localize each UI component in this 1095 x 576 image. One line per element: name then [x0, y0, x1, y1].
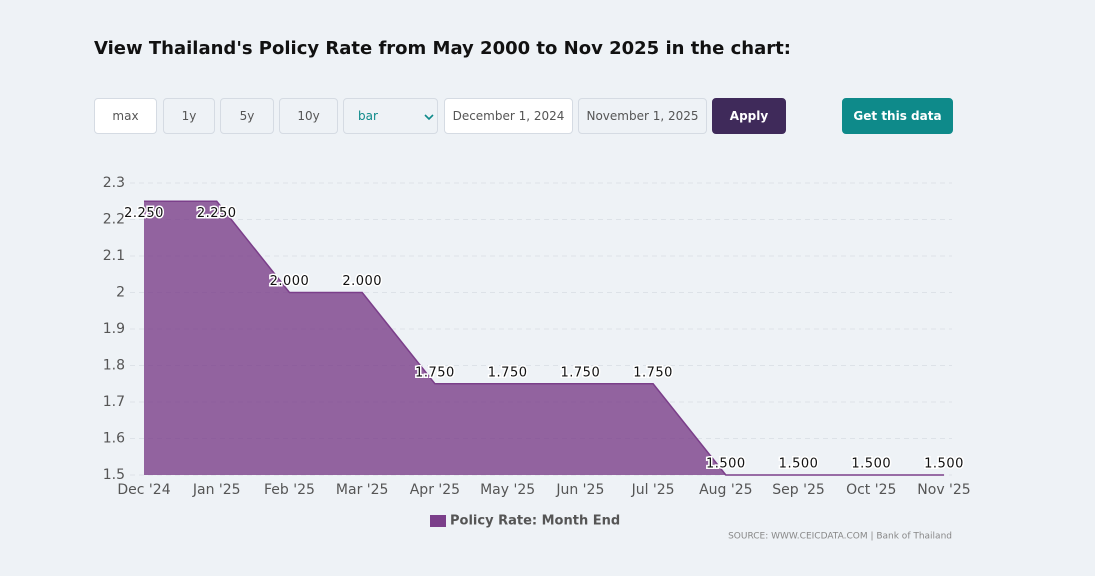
- data-label: 1.500: [924, 457, 964, 472]
- area: [144, 201, 944, 475]
- data-label: 1.500: [706, 457, 746, 472]
- start-date[interactable]: December 1, 2024: [444, 98, 573, 134]
- x-tick-label: Jun '25: [555, 482, 604, 498]
- x-tick-label: Jul '25: [631, 482, 675, 498]
- line: [144, 200, 944, 476]
- data-label: 1.750: [488, 365, 528, 380]
- x-tick-label: Dec '24: [117, 482, 170, 498]
- data-label: 1.750: [415, 365, 455, 380]
- x-tick-label: May '25: [480, 482, 535, 498]
- legend-swatch: [430, 515, 446, 527]
- apply-button[interactable]: Apply: [712, 98, 786, 134]
- y-tick-label: 1.8: [103, 358, 125, 374]
- data-label: 2.250: [124, 206, 164, 221]
- y-tick-label: 1.9: [103, 321, 125, 337]
- range-button[interactable]: 5y: [220, 98, 274, 134]
- range-button[interactable]: max: [94, 98, 157, 134]
- x-tick-label: Apr '25: [410, 482, 460, 498]
- select-value: bar: [358, 109, 378, 123]
- y-tick-label: 2.3: [103, 175, 125, 191]
- heading: View Thailand's Policy Rate from May 200…: [94, 38, 791, 59]
- data-label: 1.750: [561, 365, 601, 380]
- x-tick-label: Oct '25: [846, 482, 896, 498]
- legend-label: Policy Rate: Month End: [450, 514, 620, 529]
- end-date[interactable]: November 1, 2025: [578, 98, 707, 134]
- chart-type-select[interactable]: bar: [343, 98, 438, 134]
- y-tick-label: 2: [116, 285, 125, 301]
- x-tick-label: Feb '25: [264, 482, 315, 498]
- source: SOURCE: WWW.CEICDATA.COM | Bank of Thail…: [728, 532, 952, 542]
- x-tick-label: Jan '25: [192, 482, 241, 498]
- x-tick-label: Aug '25: [699, 482, 752, 498]
- y-tick-label: 2.1: [103, 248, 125, 264]
- get-data-button[interactable]: Get this data: [842, 98, 953, 134]
- range-button[interactable]: 10y: [279, 98, 338, 134]
- data-label: 2.250: [197, 206, 237, 221]
- range-button[interactable]: 1y: [163, 98, 215, 134]
- x-tick-label: Nov '25: [917, 482, 970, 498]
- data-label: 2.000: [342, 274, 382, 289]
- data-label: 1.750: [633, 365, 673, 380]
- data-label: 1.500: [851, 457, 891, 472]
- y-tick-label: 1.7: [103, 394, 125, 410]
- chevron: [424, 114, 434, 121]
- x-tick-label: Sep '25: [772, 482, 825, 498]
- y-tick-label: 2.2: [103, 212, 125, 228]
- data-label: 1.500: [779, 457, 819, 472]
- y-tick-label: 1.5: [103, 467, 125, 483]
- data-label: 2.000: [270, 274, 310, 289]
- y-tick-label: 1.6: [103, 431, 125, 447]
- x-tick-label: Mar '25: [336, 482, 389, 498]
